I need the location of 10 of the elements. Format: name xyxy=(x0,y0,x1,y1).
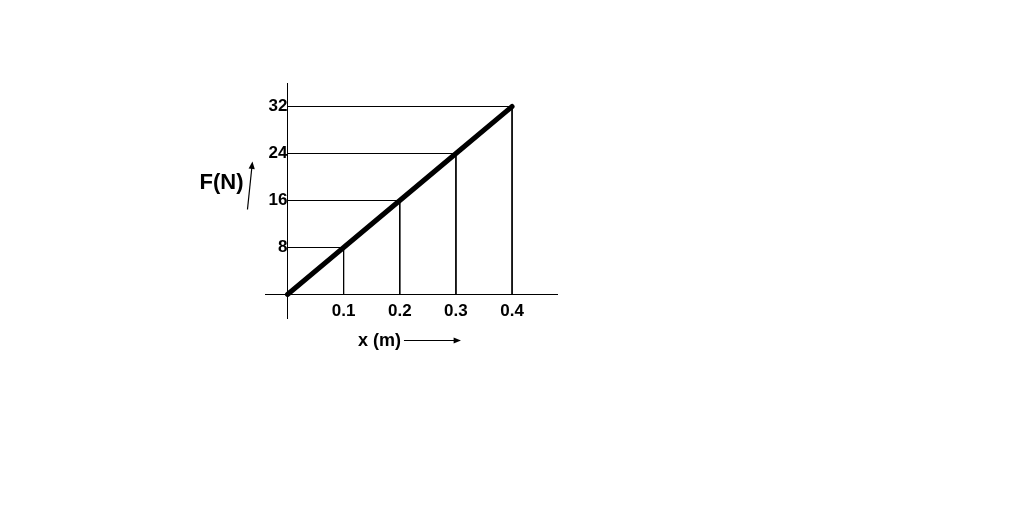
y-tick-label: 32 xyxy=(268,96,288,116)
y-axis-title: F(N) xyxy=(199,168,244,194)
x-axis-title: x (m) xyxy=(357,330,401,351)
y-tick-label: 16 xyxy=(268,190,288,210)
y-tick-label: 24 xyxy=(268,143,288,163)
x-tick-label: 0.3 xyxy=(444,301,468,321)
x-tick-label: 0.1 xyxy=(331,301,356,321)
x-tick-label: 0.2 xyxy=(387,301,412,321)
y-tick-label: 8 xyxy=(277,237,288,257)
x-tick-label: 0.4 xyxy=(500,301,525,321)
